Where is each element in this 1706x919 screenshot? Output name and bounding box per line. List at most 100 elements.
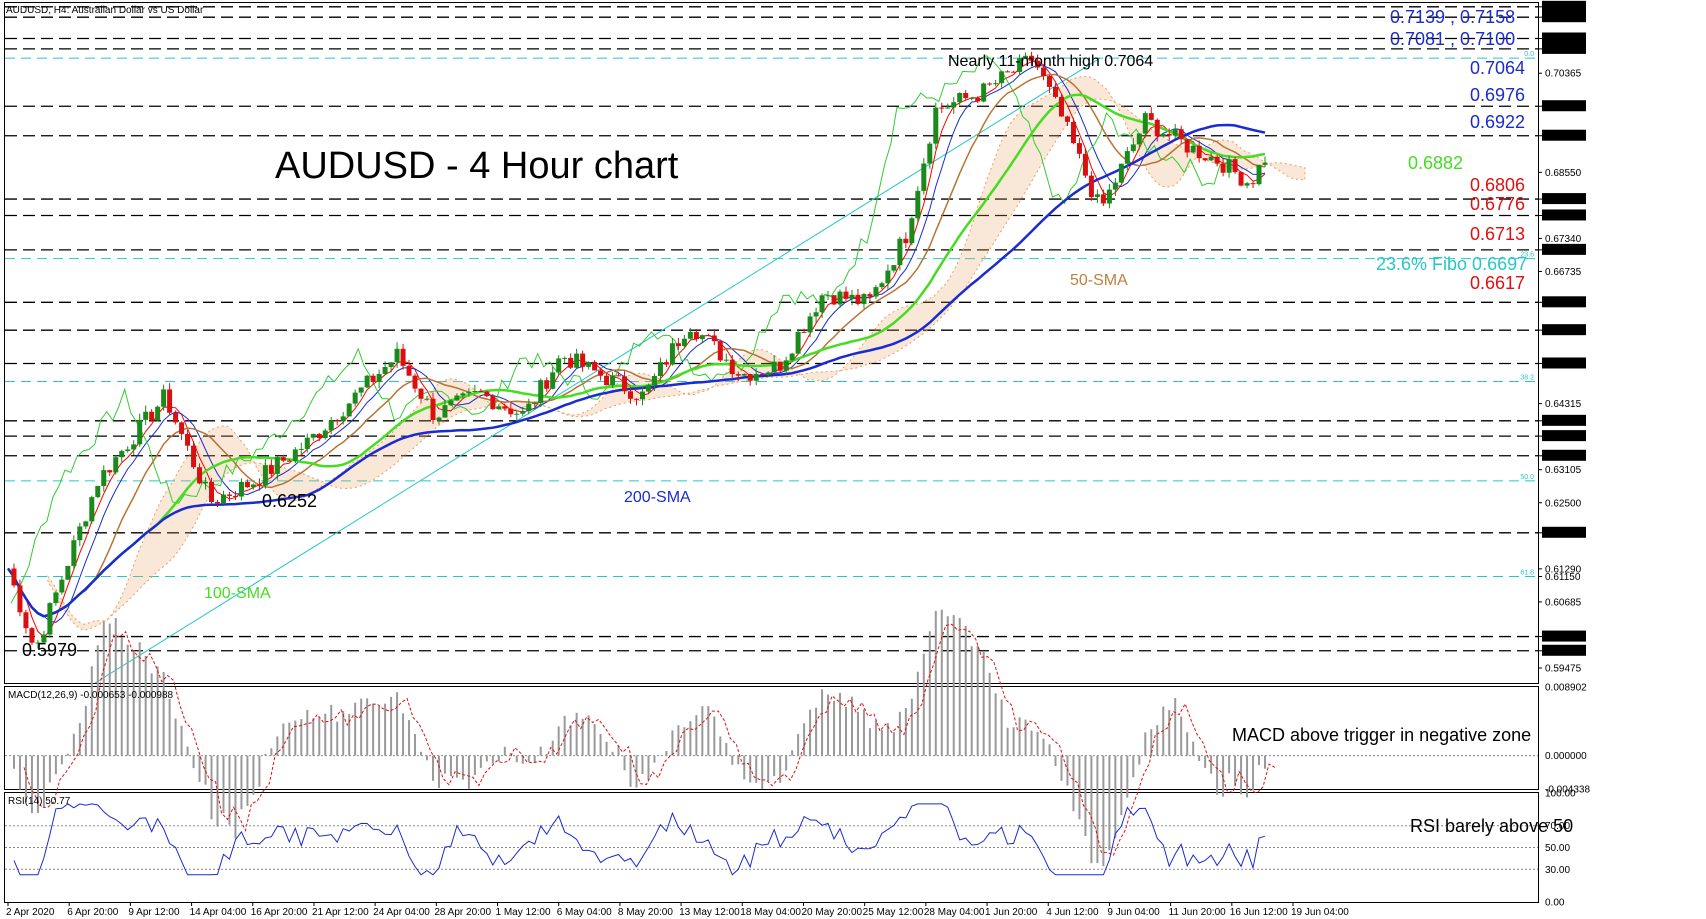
- candle-body: [639, 391, 645, 400]
- candle-body: [508, 408, 514, 415]
- price-tick-label: 0.67340: [1545, 234, 1582, 245]
- candle-body: [801, 331, 807, 333]
- peak-annotation: Nearly 11-month high 0.7064: [948, 53, 1153, 70]
- candle-body: [292, 449, 298, 461]
- macd-tick-label: -0.004338: [1545, 785, 1590, 796]
- candle-body: [580, 353, 586, 367]
- candle-body: [376, 373, 382, 382]
- fibonacci-label: 38.2: [1520, 375, 1534, 382]
- candle-body: [723, 359, 729, 361]
- candle-body: [179, 422, 185, 434]
- candle-body: [155, 406, 161, 421]
- price-tick-label: 0.69220: [1545, 131, 1582, 142]
- price-tick-label: 0.68060: [1545, 195, 1582, 206]
- candle-body: [1202, 158, 1208, 161]
- tenkan-line: [7, 60, 1266, 638]
- candle-body: [1106, 189, 1112, 204]
- candle-body: [418, 388, 424, 399]
- candle-body: [933, 107, 939, 144]
- candle-body: [705, 335, 711, 337]
- candle-body: [310, 433, 316, 438]
- price-tag: [1542, 644, 1586, 656]
- candle-body: [843, 291, 849, 299]
- candle-body: [1232, 159, 1238, 173]
- price-tag: [1542, 630, 1586, 642]
- price-tick-label: 0.63720: [1545, 432, 1582, 443]
- candle-body: [340, 416, 346, 422]
- price-tick-label: 0.63360: [1545, 451, 1582, 462]
- candle-body: [238, 481, 244, 497]
- candle-body: [346, 403, 352, 417]
- candle-body: [370, 375, 376, 382]
- candle-body: [544, 380, 550, 389]
- candle-body: [35, 642, 41, 644]
- candle-body: [328, 420, 334, 431]
- candle-body: [382, 367, 388, 374]
- candle-body: [478, 390, 484, 392]
- chart-title: AUDUSD - 4 Hour chart: [275, 145, 679, 187]
- candle-body: [484, 391, 490, 397]
- level-7081-7100: 0.7081 , 0.7100: [1390, 29, 1515, 49]
- time-tick-label: 6 May 04:00: [557, 907, 612, 918]
- time-tick-label: 9 Apr 12:00: [128, 907, 180, 918]
- candle-body: [137, 419, 143, 445]
- sma50-label: 50-SMA: [1070, 272, 1128, 289]
- candle-body: [1053, 86, 1058, 97]
- time-tick-label: 13 May 12:00: [679, 907, 740, 918]
- rsi-line: [13, 803, 1266, 876]
- candle-body: [526, 403, 532, 412]
- candle-body: [777, 361, 783, 371]
- candle-body: [1064, 116, 1070, 122]
- candle-body: [729, 359, 735, 375]
- candle-body: [651, 375, 657, 386]
- candle-body: [262, 465, 268, 486]
- candle-body: [1011, 71, 1017, 73]
- candle-body: [220, 494, 226, 504]
- low-annotation-1: 0.5979: [22, 640, 77, 660]
- candle-body: [921, 163, 927, 191]
- candle-body: [741, 373, 747, 376]
- time-tick-label: 11 Jun 20:00: [1169, 907, 1227, 918]
- candle-body: [927, 143, 933, 164]
- price-tick-label: 0.61150: [1545, 572, 1581, 583]
- candle-body: [406, 365, 412, 376]
- candle-body: [1029, 55, 1035, 61]
- candle-body: [1166, 133, 1172, 136]
- candle-body: [915, 190, 921, 219]
- candle-body: [1130, 144, 1136, 152]
- candle-body: [514, 413, 520, 415]
- time-tick-label: 1 May 12:00: [496, 907, 551, 918]
- candle-body: [1017, 58, 1023, 72]
- candle-body: [274, 457, 280, 474]
- candle-body: [358, 387, 364, 393]
- price-tick-label: 0.66170: [1545, 298, 1582, 309]
- candle-body: [107, 470, 113, 473]
- level-6617: 0.6617: [1470, 273, 1525, 293]
- candle-body: [95, 485, 101, 498]
- candle-body: [209, 481, 215, 503]
- candle-body: [412, 375, 418, 389]
- candle-body: [1238, 172, 1244, 186]
- price-tag: [1542, 357, 1586, 369]
- candle-body: [388, 362, 394, 368]
- candle-body: [232, 495, 238, 497]
- candle-body: [532, 403, 538, 405]
- price-tag: [1542, 32, 1586, 44]
- candle-body: [993, 83, 999, 85]
- rsi-tick-label: 70.00: [1545, 821, 1570, 832]
- candle-body: [687, 331, 693, 339]
- candle-body: [520, 411, 526, 414]
- price-tag: [1542, 526, 1586, 538]
- candle-body: [490, 396, 496, 410]
- candle-body: [1208, 156, 1214, 161]
- rsi-tick-label: 50.00: [1545, 843, 1570, 854]
- candle-body: [352, 392, 358, 404]
- candle-body: [610, 375, 616, 386]
- price-tick-label: 0.71390: [1545, 13, 1582, 24]
- candle-body: [29, 628, 35, 643]
- candle-body: [83, 521, 89, 527]
- candle-body: [215, 502, 220, 504]
- price-tick-label: 0.65050: [1545, 359, 1582, 370]
- time-tick-label: 1 Jun 20:00: [985, 907, 1038, 918]
- time-tick-label: 16 Apr 20:00: [251, 907, 308, 918]
